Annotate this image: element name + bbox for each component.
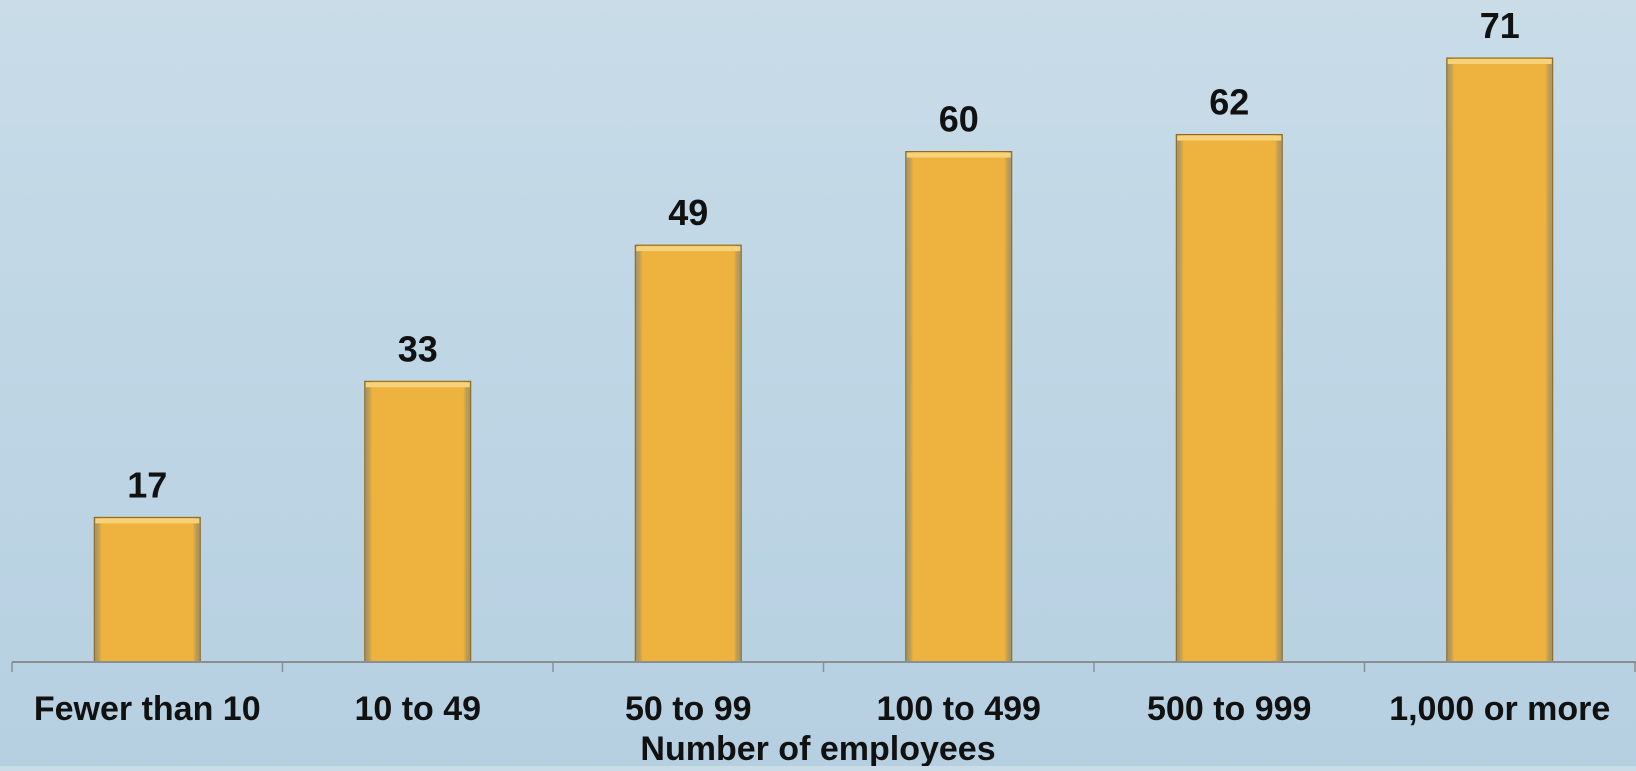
x-tick-label: 10 to 49	[354, 690, 481, 728]
x-tick-label: 100 to 499	[877, 690, 1041, 728]
x-tick-label: Fewer than 10	[34, 690, 261, 728]
bar-top-highlight	[95, 518, 200, 524]
bar-top-highlight	[1177, 135, 1282, 141]
x-axis-title: Number of employees	[640, 730, 995, 766]
bar	[364, 380, 472, 663]
bar	[1175, 134, 1283, 663]
bar	[93, 516, 201, 663]
data-label: 60	[939, 99, 979, 140]
data-label: 33	[398, 328, 438, 369]
bar-top-highlight	[365, 382, 470, 388]
x-tick-label: 1,000 or more	[1389, 690, 1610, 728]
bar-top-highlight	[1447, 59, 1552, 64]
data-label: 62	[1209, 82, 1249, 123]
bar	[1446, 57, 1554, 663]
x-tick-label: 500 to 999	[1147, 690, 1311, 728]
data-label: 17	[127, 464, 167, 505]
bar	[634, 244, 742, 663]
bar-top-highlight	[636, 246, 741, 252]
bar	[905, 151, 1013, 663]
data-label: 71	[1480, 5, 1520, 46]
x-tick-label: 50 to 99	[625, 690, 752, 728]
bar-top-highlight	[906, 152, 1011, 158]
data-label: 49	[668, 192, 708, 233]
